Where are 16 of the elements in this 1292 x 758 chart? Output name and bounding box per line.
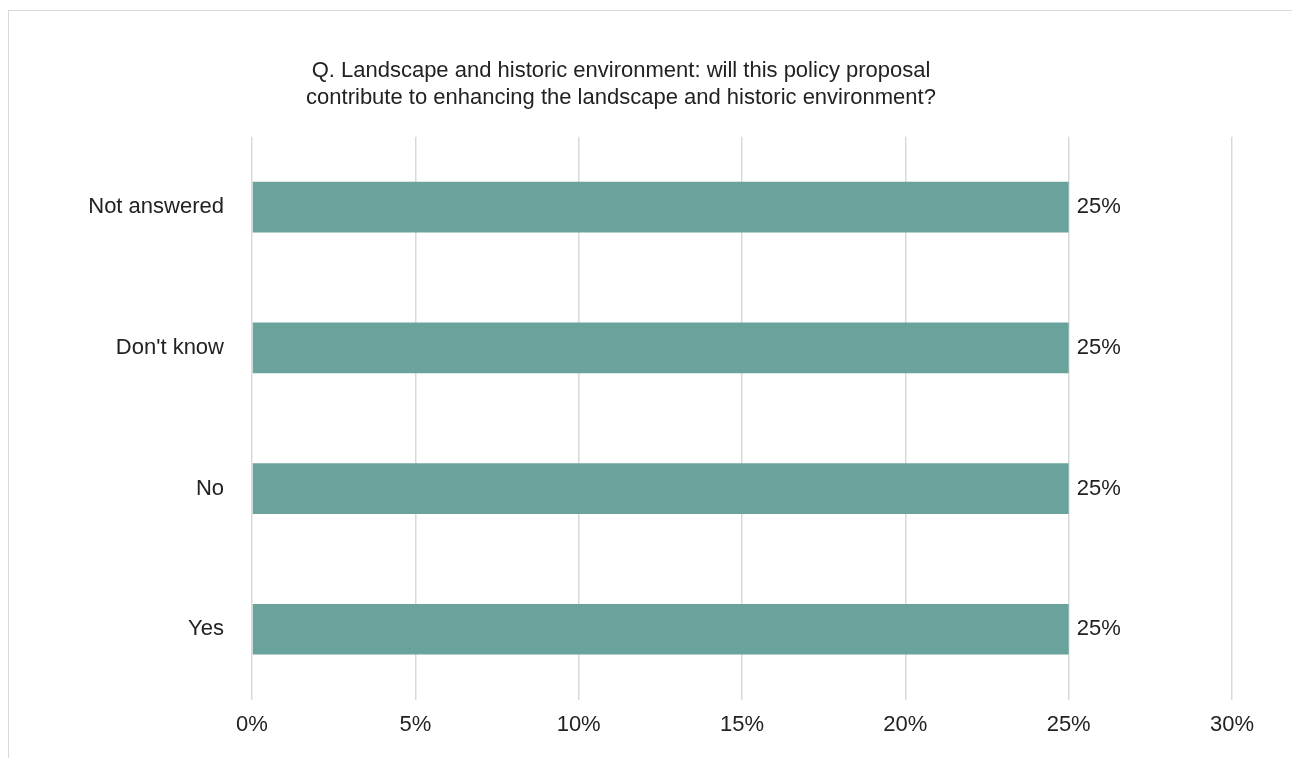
x-tick-label: 30% xyxy=(1209,710,1255,736)
y-tick-label: Don't know xyxy=(115,333,225,359)
x-tick-label: 5% xyxy=(399,710,432,736)
text: 25% xyxy=(1076,474,1121,500)
text: 25% xyxy=(1076,615,1121,641)
x-tick-label: 15% xyxy=(719,710,765,736)
x-tick-label: 25% xyxy=(1046,710,1091,736)
y-tick-label: Not answered xyxy=(88,193,224,219)
x-tick-label: 20% xyxy=(883,710,928,736)
text: 25% xyxy=(1076,333,1121,359)
x-tick-label: 10% xyxy=(556,710,601,736)
y-tick-label: Yes xyxy=(188,615,224,641)
chart-title: Q. Landscape and historic environment: will this policy proposal contribute to enhancing the landscape and historic environment? xyxy=(306,57,936,109)
x-tick-label: 0% xyxy=(236,710,268,736)
text: 25% xyxy=(1076,193,1121,219)
y-tick-label: No xyxy=(195,474,224,500)
